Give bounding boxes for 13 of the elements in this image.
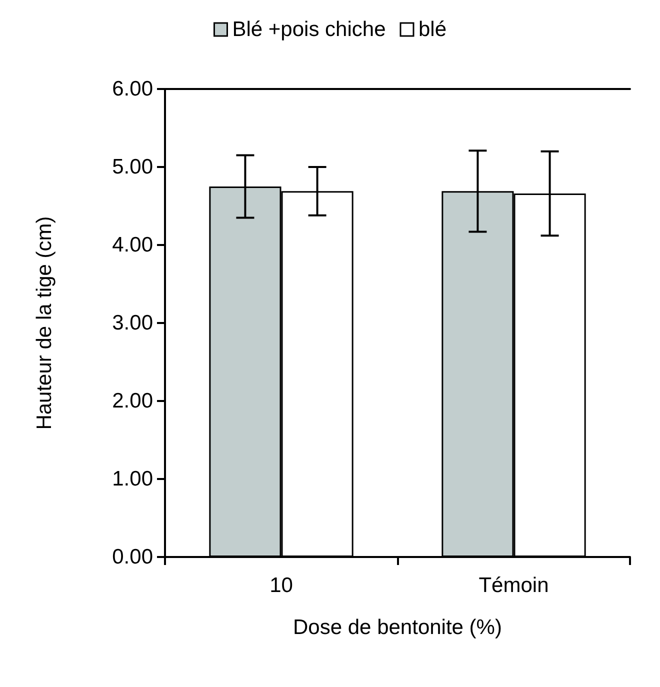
y-tick-label: 6.00 <box>112 78 153 100</box>
y-tick-label: 1.00 <box>112 468 153 490</box>
y-tick-label: 3.00 <box>112 312 153 334</box>
x-tick-label: 10 <box>270 574 293 597</box>
y-axis-title: Hauteur de la tige (cm) <box>33 216 56 430</box>
legend-label: blé <box>418 18 447 41</box>
y-tick-label: 2.00 <box>112 390 153 412</box>
y-tick-label: 5.00 <box>112 156 153 178</box>
x-tick-label: Témoin <box>478 574 549 597</box>
legend-label: Blé +pois chiche <box>232 18 386 41</box>
x-axis-title: Dose de bentonite (%) <box>293 616 502 639</box>
y-tick-label: 4.00 <box>112 234 153 256</box>
y-tick-label: 0.00 <box>112 546 153 568</box>
